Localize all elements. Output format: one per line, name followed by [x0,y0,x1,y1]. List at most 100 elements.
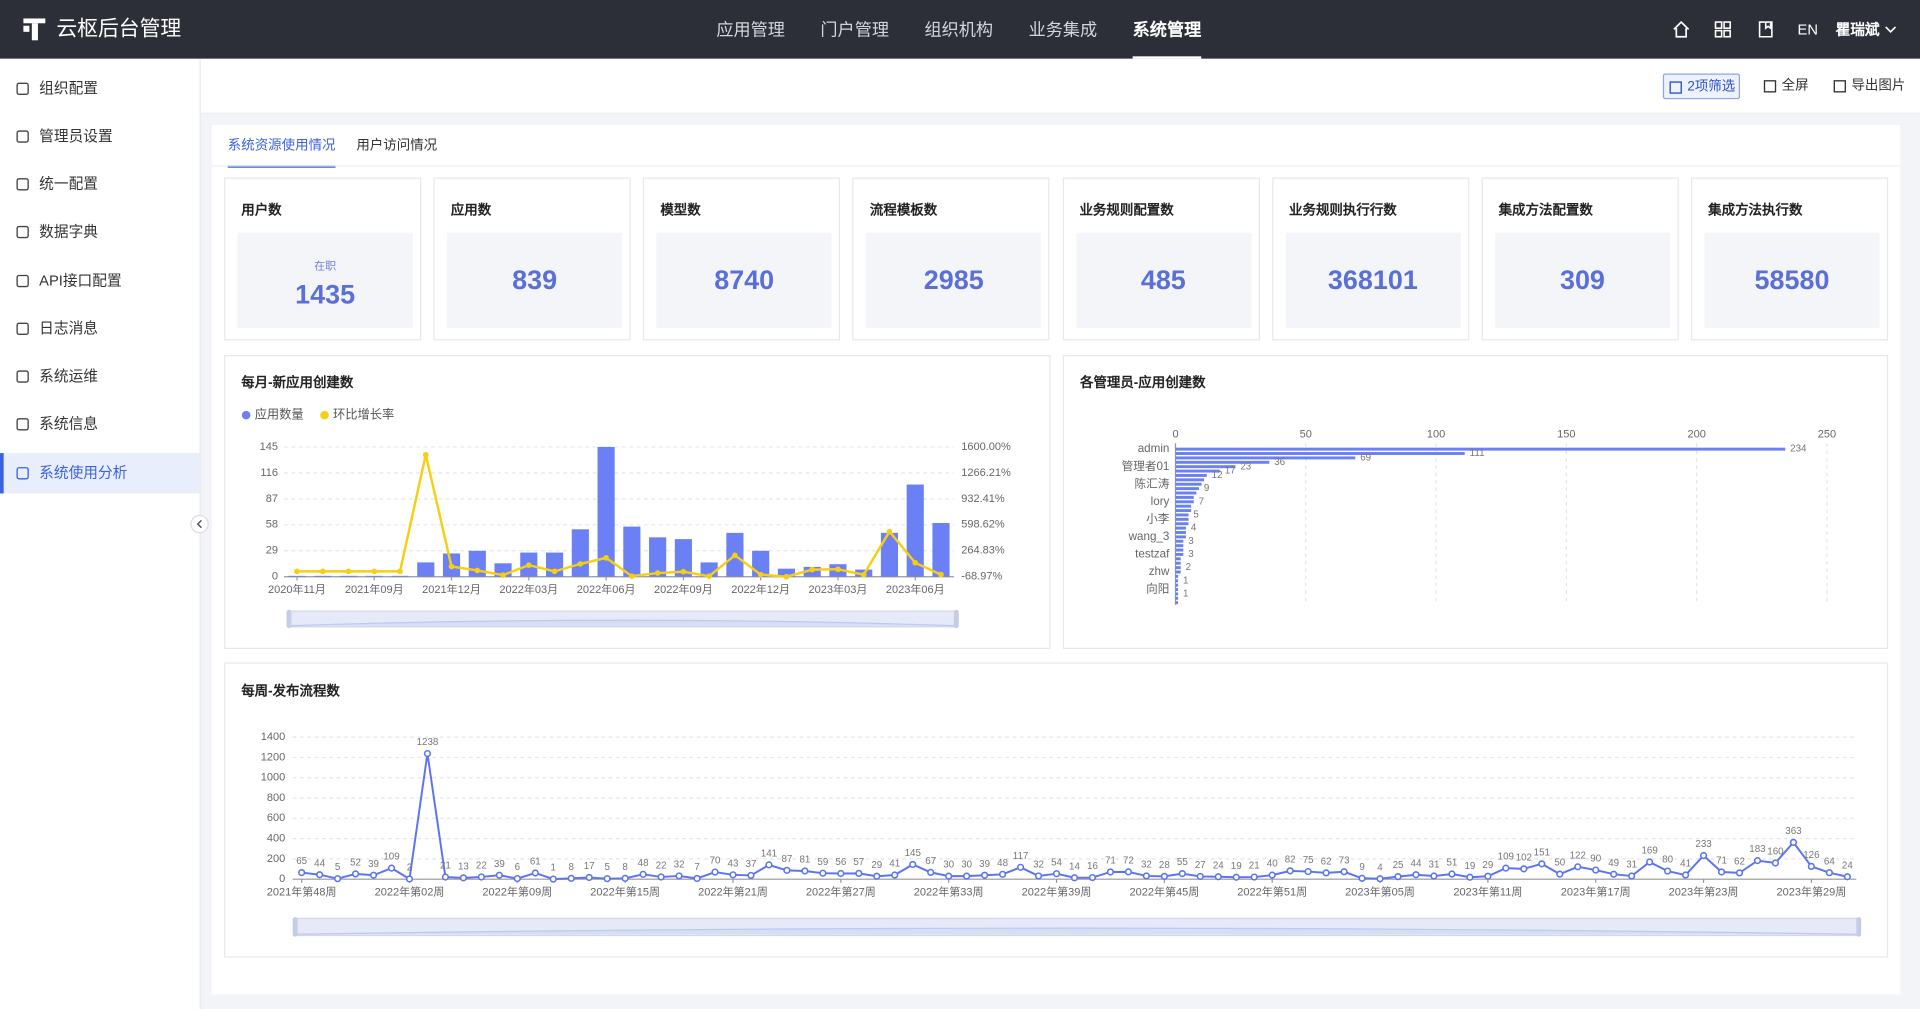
data-label: 3 [1188,549,1194,560]
line-point [369,871,378,879]
data-label: 48 [997,858,1008,869]
line-point [1178,869,1186,878]
bar [1175,517,1189,521]
user-caret[interactable] [1884,26,1897,35]
nav-item[interactable]: 业务集成 [1028,19,1098,40]
line-point [1340,868,1348,876]
line-point [1628,872,1636,880]
menu-icon-shape [16,226,29,239]
line-point [333,875,342,883]
bar [571,529,589,577]
line-point [855,869,863,878]
stat-note: 在职 [314,259,337,272]
line-point [1250,873,1258,881]
toolbar-button[interactable]: 导出图片 [1828,73,1909,99]
line-point [891,871,899,879]
tab[interactable]: 用户访问情况 [356,138,438,154]
nav-item[interactable]: 系统管理 [1132,0,1202,59]
line-point [1016,863,1025,871]
bar [1175,465,1236,469]
stat-box: 485 [1075,232,1251,329]
data-label: 117 [1013,851,1029,862]
bar [1175,539,1184,543]
line-point [998,870,1007,878]
stat-box: 2985 [866,232,1042,329]
stat-box: 8740 [656,232,832,329]
chart-card [1062,355,1889,649]
menu-item[interactable]: 日志消息 [0,308,200,348]
menu-item[interactable]: 系统运维 [0,356,200,396]
menu-item[interactable]: 组织配置 [0,68,200,108]
y-tick-label: 1200 [261,751,286,763]
line-point [1052,870,1061,878]
data-label: 39 [368,859,379,870]
y-tick-label: 800 [267,792,285,804]
y-tick-label: 58 [266,519,278,531]
bar [1175,500,1194,504]
bar [623,526,641,577]
line-point [1196,872,1204,881]
data-label: 21 [440,861,451,872]
line-point [577,561,584,567]
menu-item[interactable]: 管理员设置 [0,116,200,156]
toolbar-button[interactable]: 全屏 [1758,73,1812,99]
menu-item[interactable]: 系统信息 [0,404,200,444]
x-tick-label: 2022年第09周 [482,885,552,899]
line-point [1358,874,1366,882]
nav-item[interactable]: 应用管理 [716,19,785,40]
bar [417,562,435,577]
line-point [1663,867,1672,875]
bar [597,446,615,577]
line-point [1214,873,1222,881]
nav-item[interactable]: 门户管理 [820,19,889,40]
line-point [513,874,521,883]
line-point [1771,859,1780,867]
y-tick-label: 1400 [261,731,286,743]
stat-title: 流程模板数 [869,203,938,218]
stat-title: 集成方法配置数 [1498,203,1593,218]
data-label: 70 [710,856,721,867]
data-label: 29 [871,860,882,871]
menu-item[interactable]: 数据字典 [0,212,200,252]
y-tick-label: testzaf [1135,548,1170,561]
user-name[interactable]: 瞿瑞斌 [1835,20,1880,38]
data-label: 2 [1186,562,1191,573]
bar [906,484,924,577]
data-label: 19 [1231,861,1242,872]
line-point [1789,838,1798,846]
line-point [1843,873,1851,881]
menu-icon [16,274,29,287]
menu-item[interactable]: API接口配置 [0,260,200,300]
y2-tick-label: 932.41% [961,493,1005,505]
nav-item[interactable]: 组织机构 [924,19,994,40]
bar [1175,509,1192,513]
bar [1175,478,1205,482]
zoom-selection [288,611,957,627]
stat-title: 业务规则执行行数 [1289,203,1397,218]
line-point [657,873,665,881]
apps-icon[interactable] [1714,21,1732,38]
language-switch[interactable]: EN [1797,20,1818,38]
x-tick-label: 2023年03月 [809,582,868,596]
data-label: 25 [1393,860,1404,871]
bar [1175,460,1270,464]
data-label: 67 [925,856,936,867]
toolbar-label: 导出图片 [1851,78,1906,94]
data-label: 169 [1641,846,1657,857]
doc-icon[interactable] [1757,21,1774,38]
tab[interactable]: 系统资源使用情况 [227,135,336,168]
x-tick-label: 2022年09月 [654,582,713,596]
data-label: 29 [1482,860,1493,871]
menu-label: 系统使用分析 [39,463,128,481]
menu-item[interactable]: 系统使用分析 [0,452,200,493]
toolbar-button[interactable]: 2项筛选 [1662,73,1741,100]
collapse-button[interactable] [190,514,210,534]
line-point [938,571,944,578]
line-point [387,864,396,872]
data-label: 4 [1191,523,1197,534]
home-icon[interactable] [1673,20,1690,38]
menu-icon-shape [16,418,29,431]
data-label: 3 [1188,536,1194,547]
bar [314,575,332,577]
menu-item[interactable]: 统一配置 [0,164,200,204]
